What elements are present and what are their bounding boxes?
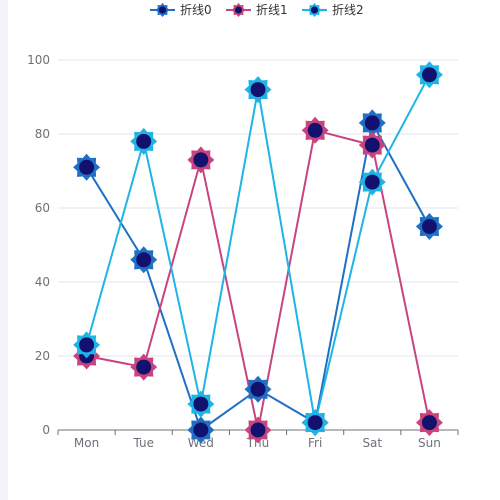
data-point-core	[364, 174, 380, 190]
legend-label: 折线1	[256, 2, 288, 17]
x-tick-label: Thu	[246, 436, 270, 450]
axis-layer: 020406080100MonTueWedThuFriSatSun	[27, 53, 459, 450]
legend-label: 折线0	[180, 2, 212, 17]
x-tick-label: Sun	[418, 436, 441, 450]
y-tick-label: 20	[35, 349, 50, 363]
data-point[interactable]	[187, 416, 215, 444]
legend-dot	[310, 6, 319, 14]
data-point[interactable]	[358, 109, 386, 137]
legend[interactable]: 折线0 折线1 折线2	[150, 2, 364, 17]
data-point-core	[79, 159, 95, 175]
data-point[interactable]	[358, 168, 386, 196]
data-point-core	[250, 82, 266, 98]
data-point-core	[307, 415, 323, 431]
data-point[interactable]	[130, 127, 158, 155]
legend-item-0[interactable]: 折线0	[150, 2, 212, 17]
data-point-core	[250, 381, 266, 397]
y-tick-label: 80	[35, 127, 50, 141]
y-tick-label: 40	[35, 275, 50, 289]
data-point[interactable]	[301, 116, 329, 144]
data-point[interactable]	[187, 146, 215, 174]
data-point-core	[421, 415, 437, 431]
data-point-core	[193, 396, 209, 412]
left-sidebar-strip	[0, 0, 8, 500]
legend-item-1[interactable]: 折线1	[226, 2, 288, 17]
legend-item-2[interactable]: 折线2	[302, 2, 364, 17]
legend-label: 折线2	[332, 2, 364, 17]
data-point-core	[364, 115, 380, 131]
data-point[interactable]	[358, 131, 386, 159]
series-layer	[73, 61, 443, 444]
data-point[interactable]	[73, 153, 101, 181]
data-point-core	[79, 337, 95, 353]
data-point-core	[364, 137, 380, 153]
data-point-core	[250, 422, 266, 438]
data-point[interactable]	[415, 213, 443, 240]
data-point[interactable]	[130, 353, 158, 381]
x-tick-label: Tue	[132, 436, 154, 450]
x-tick-label: Fri	[308, 436, 322, 450]
legend-dot	[234, 6, 243, 14]
grid-layer	[58, 59, 458, 357]
data-point-core	[307, 122, 323, 138]
y-tick-label: 100	[27, 53, 50, 67]
data-point[interactable]	[244, 76, 272, 104]
data-point-core	[421, 219, 437, 234]
data-point-core	[421, 67, 437, 83]
data-point-core	[136, 133, 152, 149]
data-point[interactable]	[187, 390, 215, 418]
data-point[interactable]	[301, 409, 329, 437]
data-point[interactable]	[415, 409, 443, 437]
data-point[interactable]	[73, 331, 101, 359]
data-point-core	[193, 152, 209, 168]
data-point-core	[193, 422, 209, 438]
data-point[interactable]	[415, 61, 443, 89]
data-point-core	[136, 359, 152, 375]
y-tick-label: 60	[35, 201, 50, 215]
legend-dot	[158, 6, 167, 14]
x-tick-label: Mon	[74, 436, 99, 450]
x-tick-label: Sat	[362, 436, 382, 450]
data-point[interactable]	[130, 246, 158, 274]
data-point[interactable]	[244, 375, 272, 403]
y-tick-label: 0	[42, 423, 50, 437]
data-point[interactable]	[244, 416, 272, 444]
data-point-core	[136, 252, 152, 268]
